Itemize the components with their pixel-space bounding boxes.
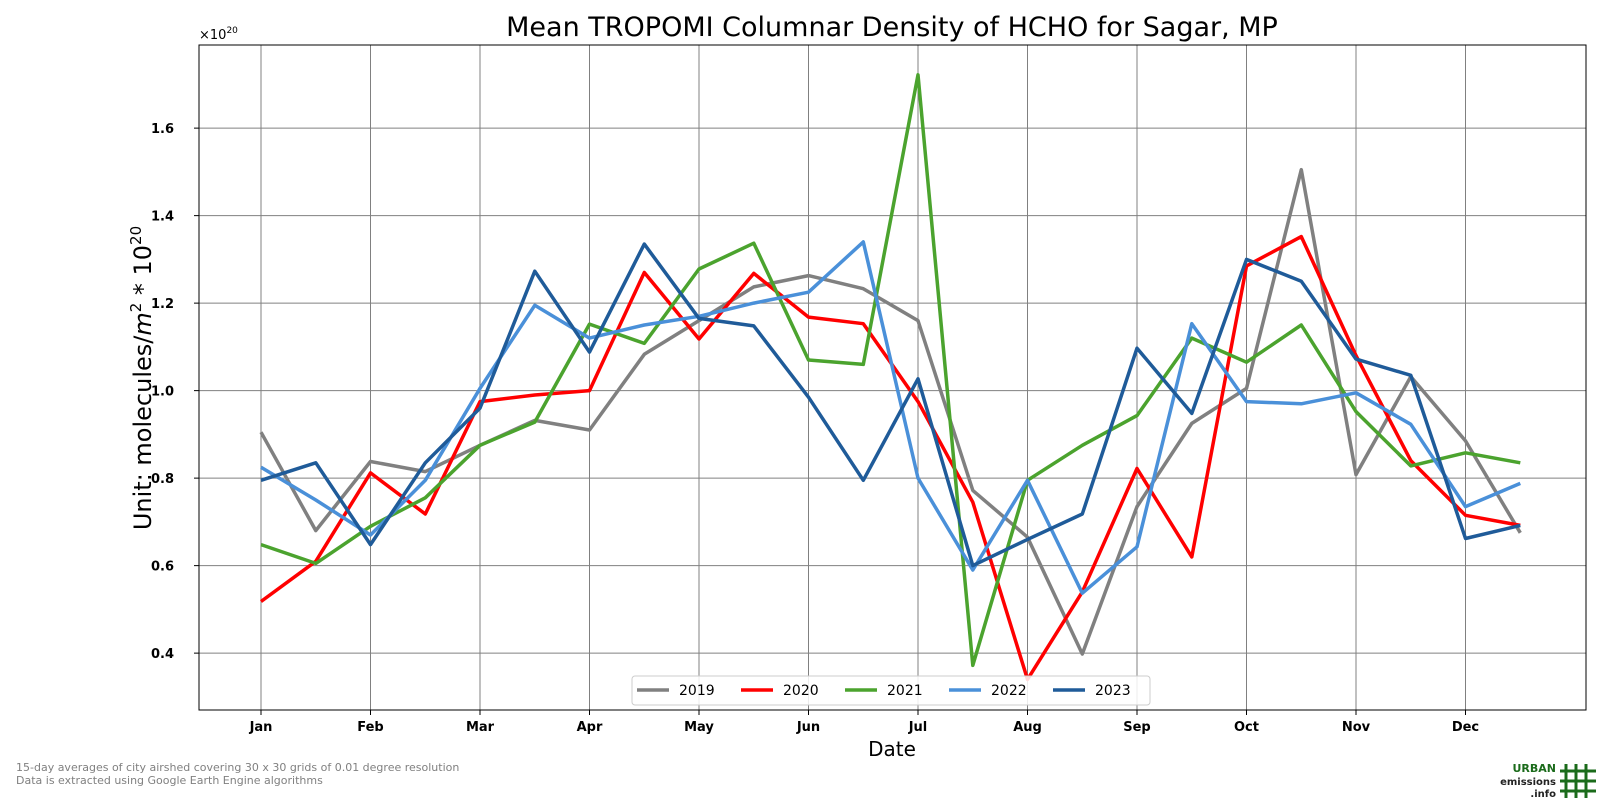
- y-axis-label-exponent: 20: [127, 226, 145, 245]
- x-tick-label: Sep: [1123, 720, 1151, 735]
- legend-label-2020: 2020: [783, 683, 819, 699]
- y-tick-label: 0.4: [151, 647, 174, 662]
- legend: 2019 2020 2021 2022 2023: [631, 675, 1151, 706]
- y-offset-base: ×10: [199, 28, 226, 43]
- x-tick-label: Oct: [1234, 720, 1259, 735]
- x-tick-label: May: [684, 720, 714, 735]
- y-axis-label-mid: * 10: [129, 245, 157, 303]
- x-tick-label: Mar: [466, 720, 495, 735]
- y-tick-label: 0.6: [151, 560, 174, 575]
- x-tick-label: Jul: [908, 720, 928, 735]
- legend-items: 2019 2020 2021 2022 2023: [637, 683, 1131, 699]
- y-tick-label: 1.6: [151, 122, 174, 137]
- y-offset-label: ×1020: [199, 26, 238, 43]
- x-tick-label: Aug: [1013, 720, 1042, 735]
- logo-word-urban: URBAN: [1512, 762, 1556, 775]
- chart-title: Mean TROPOMI Columnar Density of HCHO fo…: [506, 12, 1278, 43]
- footer-note-line-1: 15-day averages of city airshed covering…: [16, 761, 460, 774]
- x-tick-label: Jan: [249, 720, 273, 735]
- urban-emissions-logo: URBAN emissions .info: [1500, 762, 1596, 800]
- grid-layer: [199, 45, 1586, 710]
- logo-word-info: .info: [1530, 789, 1556, 800]
- legend-label-2022: 2022: [991, 683, 1027, 699]
- legend-box: [631, 675, 1151, 706]
- legend-label-2021: 2021: [887, 683, 923, 699]
- y-offset-exponent: 20: [226, 26, 238, 36]
- x-tick-label: Dec: [1452, 720, 1479, 735]
- y-axis-label-m: m: [129, 312, 157, 335]
- x-tick-label: Apr: [577, 720, 603, 735]
- series-line-2022: [260, 240, 1521, 595]
- y-axis-ticks: 0.4 0.6 0.8 1.0 1.2 1.4 1.6: [151, 122, 199, 662]
- series-line-2023: [260, 242, 1521, 568]
- plot-frame: [198, 44, 1587, 711]
- footer-note-line-2: Data is extracted using Google Earth Eng…: [16, 774, 323, 787]
- x-tick-label: Jun: [796, 720, 820, 735]
- x-axis-label: Date: [868, 737, 916, 761]
- x-tick-label: Nov: [1342, 720, 1371, 735]
- y-tick-label: 1.0: [151, 385, 174, 400]
- y-axis-label-prefix: Unit: molecules/: [129, 335, 157, 530]
- series-layer: [259, 73, 1522, 682]
- legend-label-2019: 2019: [679, 683, 715, 699]
- y-tick-label: 1.2: [151, 297, 174, 312]
- series-line-2021: [260, 73, 1521, 668]
- legend-label-2023: 2023: [1095, 683, 1131, 699]
- x-axis-ticks: Jan Feb Mar Apr May Jun Jul Aug Sep Oct Nov Dec: [249, 710, 1479, 735]
- y-axis-label-m-exponent: 2: [127, 303, 145, 313]
- x-tick-label: Feb: [357, 720, 383, 735]
- series-line-2019: [259, 167, 1522, 656]
- y-axis-label: Unit: molecules/m2 * 1020: [127, 226, 157, 530]
- y-tick-label: 0.8: [151, 472, 174, 487]
- y-tick-label: 1.4: [151, 210, 174, 225]
- grid-icon: [1560, 764, 1596, 798]
- logo-word-emissions: emissions: [1500, 777, 1556, 788]
